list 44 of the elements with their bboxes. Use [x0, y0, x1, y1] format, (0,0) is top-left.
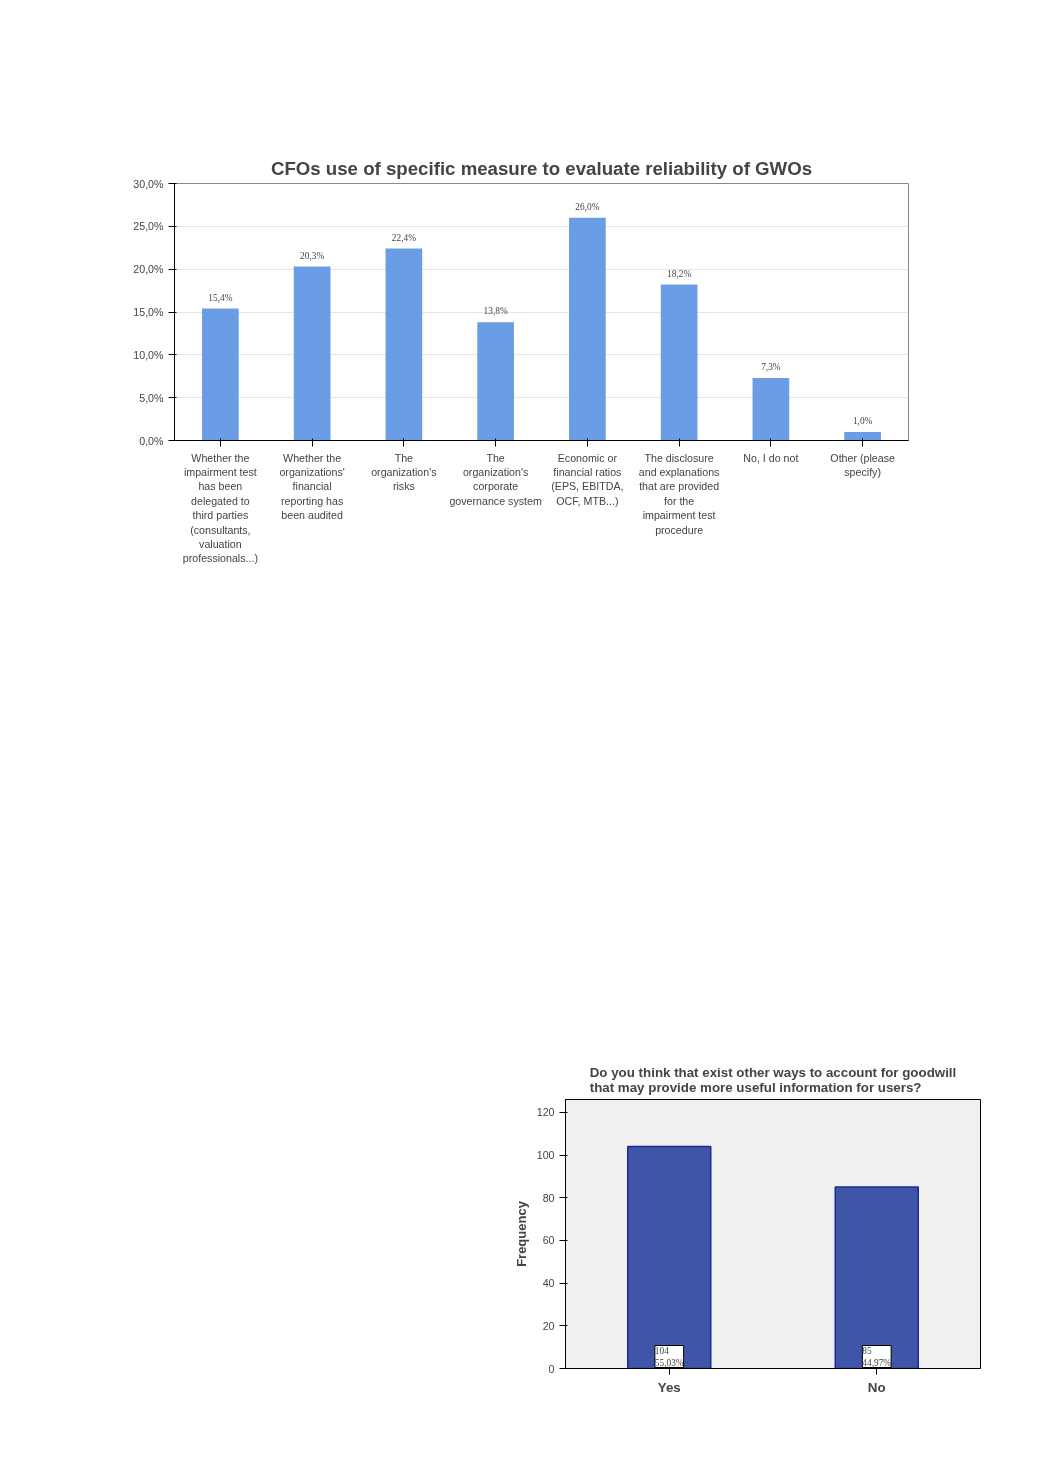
data-label: 26,0%: [575, 201, 600, 212]
x-tick-label: Whether the organizations' financial reporting has been audited: [279, 451, 345, 522]
y-tick-label: 10,0%: [133, 348, 165, 361]
data-label: 7,3%: [761, 361, 781, 372]
data-label: 1,0%: [852, 415, 873, 426]
y-tick-label: 120: [536, 1106, 555, 1119]
chart-title: Do you think that exist other ways to account for goodwill that may provide more useful information for users?: [589, 1064, 957, 1095]
data-label: 18,2%: [667, 268, 692, 279]
y-tick-label: 5,0%: [139, 391, 165, 404]
data-label: 15,4%: [208, 292, 233, 303]
bar: [569, 217, 606, 441]
bar: [293, 266, 331, 441]
y-tick-label: 20,0%: [133, 263, 165, 276]
x-tick-label: Economic or financial ratios (EPS, EBITDA, OCF, MTB...): [551, 451, 624, 507]
y-tick-label: 40: [542, 1277, 555, 1290]
x-tick-label: The organization's risks: [371, 451, 437, 493]
y-tick-label: 25,0%: [133, 220, 165, 233]
bar: [202, 308, 239, 441]
x-tick-label: Whether the impairment test has been delegated to third parties (consultants, valuation professionals...): [182, 451, 258, 565]
bar: [477, 322, 514, 441]
y-tick-label: 0,0%: [139, 434, 165, 447]
bar: [660, 284, 698, 441]
y-tick-label: 60: [542, 1234, 555, 1247]
bar: [385, 248, 423, 441]
data-label: 20,3%: [300, 250, 325, 261]
y-tick-label: 80: [542, 1191, 555, 1204]
data-label: 13,8%: [483, 306, 508, 317]
y-tick-label: 100: [536, 1149, 555, 1162]
y-tick-label: 15,0%: [133, 306, 165, 318]
x-tick-label: No: [867, 1379, 886, 1395]
x-tick-label: The disclosure and explanations that are provided for the impairment test procedure: [638, 451, 720, 536]
y-tick-label: 30,0%: [133, 177, 165, 190]
bar: [752, 377, 790, 441]
x-tick-label: The organization's corporate governance system: [449, 451, 542, 507]
data-label: 104 55,03%: [654, 1345, 684, 1368]
bar: [844, 431, 881, 441]
y-tick-label: 20: [542, 1319, 555, 1332]
chart-title: CFOs use of specific measure to evaluate reliability of GWOs: [270, 157, 813, 179]
y-tick-label: 0: [548, 1362, 555, 1375]
data-label: 22,4%: [391, 232, 417, 243]
x-tick-label: No, I do not: [743, 451, 799, 464]
y-axis-title: Frequency: [513, 1200, 529, 1267]
x-tick-label: Yes: [657, 1379, 681, 1395]
x-tick-label: Other (please specify): [830, 451, 895, 478]
